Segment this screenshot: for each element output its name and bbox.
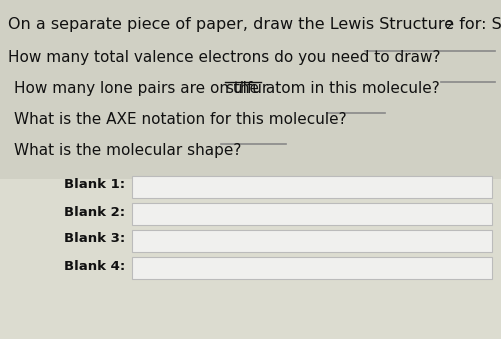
Bar — [0, 0, 501, 179]
Bar — [0, 179, 501, 339]
Text: atom in this molecule?: atom in this molecule? — [261, 81, 440, 96]
Text: What is the molecular shape?: What is the molecular shape? — [14, 143, 241, 158]
Bar — [132, 257, 492, 279]
Text: What is the AXE notation for this molecule?: What is the AXE notation for this molecu… — [14, 112, 347, 127]
Bar — [132, 203, 492, 225]
Text: On a separate piece of paper, draw the Lewis Structure for: SCl: On a separate piece of paper, draw the L… — [8, 17, 501, 32]
Text: 2: 2 — [445, 21, 452, 31]
Bar — [132, 176, 492, 198]
Text: Blank 2:: Blank 2: — [64, 205, 125, 219]
Text: Blank 4:: Blank 4: — [64, 259, 125, 273]
Bar — [132, 230, 492, 252]
Text: sulfur: sulfur — [225, 81, 268, 96]
Text: Blank 3:: Blank 3: — [64, 233, 125, 245]
Text: Blank 1:: Blank 1: — [64, 179, 125, 192]
Text: How many total valence electrons do you need to draw?: How many total valence electrons do you … — [8, 50, 440, 65]
Text: How many lone pairs are on the: How many lone pairs are on the — [14, 81, 264, 96]
